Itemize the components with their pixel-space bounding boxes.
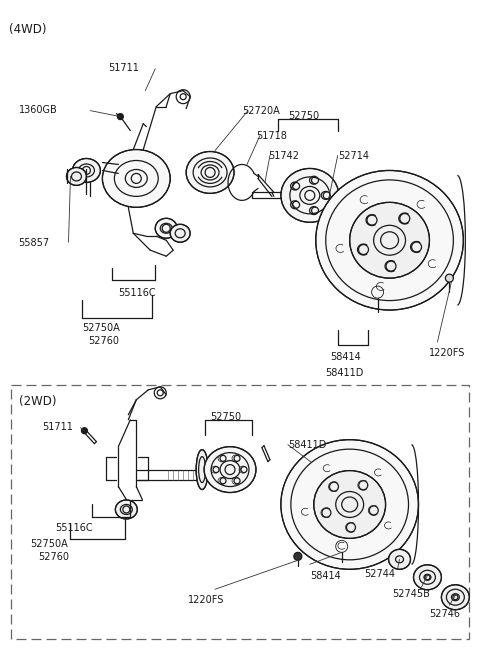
Circle shape — [294, 552, 302, 560]
Ellipse shape — [67, 168, 86, 185]
Ellipse shape — [281, 168, 339, 222]
Text: 1220FS: 1220FS — [188, 595, 225, 605]
Circle shape — [82, 428, 87, 434]
Text: 52750: 52750 — [288, 111, 319, 121]
Bar — [11, 385, 469, 639]
Text: 55116C: 55116C — [56, 523, 93, 533]
Ellipse shape — [442, 585, 469, 610]
Text: 58411D: 58411D — [288, 440, 326, 450]
Text: 51711: 51711 — [108, 63, 139, 73]
Text: 52750A: 52750A — [83, 323, 120, 333]
Text: 58411D: 58411D — [325, 368, 363, 378]
Ellipse shape — [314, 470, 385, 538]
Ellipse shape — [72, 159, 100, 183]
Text: 55116C: 55116C — [119, 288, 156, 298]
Text: 52720A: 52720A — [242, 105, 280, 116]
Text: 52760: 52760 — [88, 336, 120, 346]
Text: (4WD): (4WD) — [9, 23, 46, 36]
Text: 52760: 52760 — [38, 552, 70, 563]
Circle shape — [445, 274, 454, 282]
Circle shape — [117, 113, 123, 120]
Text: 51711: 51711 — [43, 422, 73, 432]
Ellipse shape — [389, 550, 410, 569]
Text: 52746: 52746 — [430, 609, 460, 619]
Text: 52714: 52714 — [338, 151, 369, 160]
Text: 52750A: 52750A — [31, 539, 68, 550]
Text: 58414: 58414 — [330, 352, 360, 362]
Text: 51742: 51742 — [268, 151, 299, 160]
Text: 1360GB: 1360GB — [19, 105, 58, 115]
Ellipse shape — [115, 500, 137, 519]
Text: 1220FS: 1220FS — [430, 348, 466, 358]
Ellipse shape — [102, 149, 170, 208]
Ellipse shape — [281, 440, 419, 569]
Ellipse shape — [204, 447, 256, 493]
Text: 58414: 58414 — [310, 571, 340, 581]
Ellipse shape — [413, 565, 442, 590]
Ellipse shape — [170, 224, 190, 242]
Ellipse shape — [196, 449, 208, 489]
Text: 52745B: 52745B — [393, 590, 431, 599]
Ellipse shape — [316, 170, 463, 310]
Text: 52744: 52744 — [365, 569, 396, 579]
Ellipse shape — [350, 202, 430, 278]
Ellipse shape — [155, 218, 177, 238]
Text: 52750: 52750 — [210, 412, 241, 422]
Text: 55857: 55857 — [19, 238, 50, 248]
Text: (2WD): (2WD) — [19, 395, 56, 408]
Text: 51718: 51718 — [256, 130, 287, 141]
Ellipse shape — [186, 151, 234, 193]
